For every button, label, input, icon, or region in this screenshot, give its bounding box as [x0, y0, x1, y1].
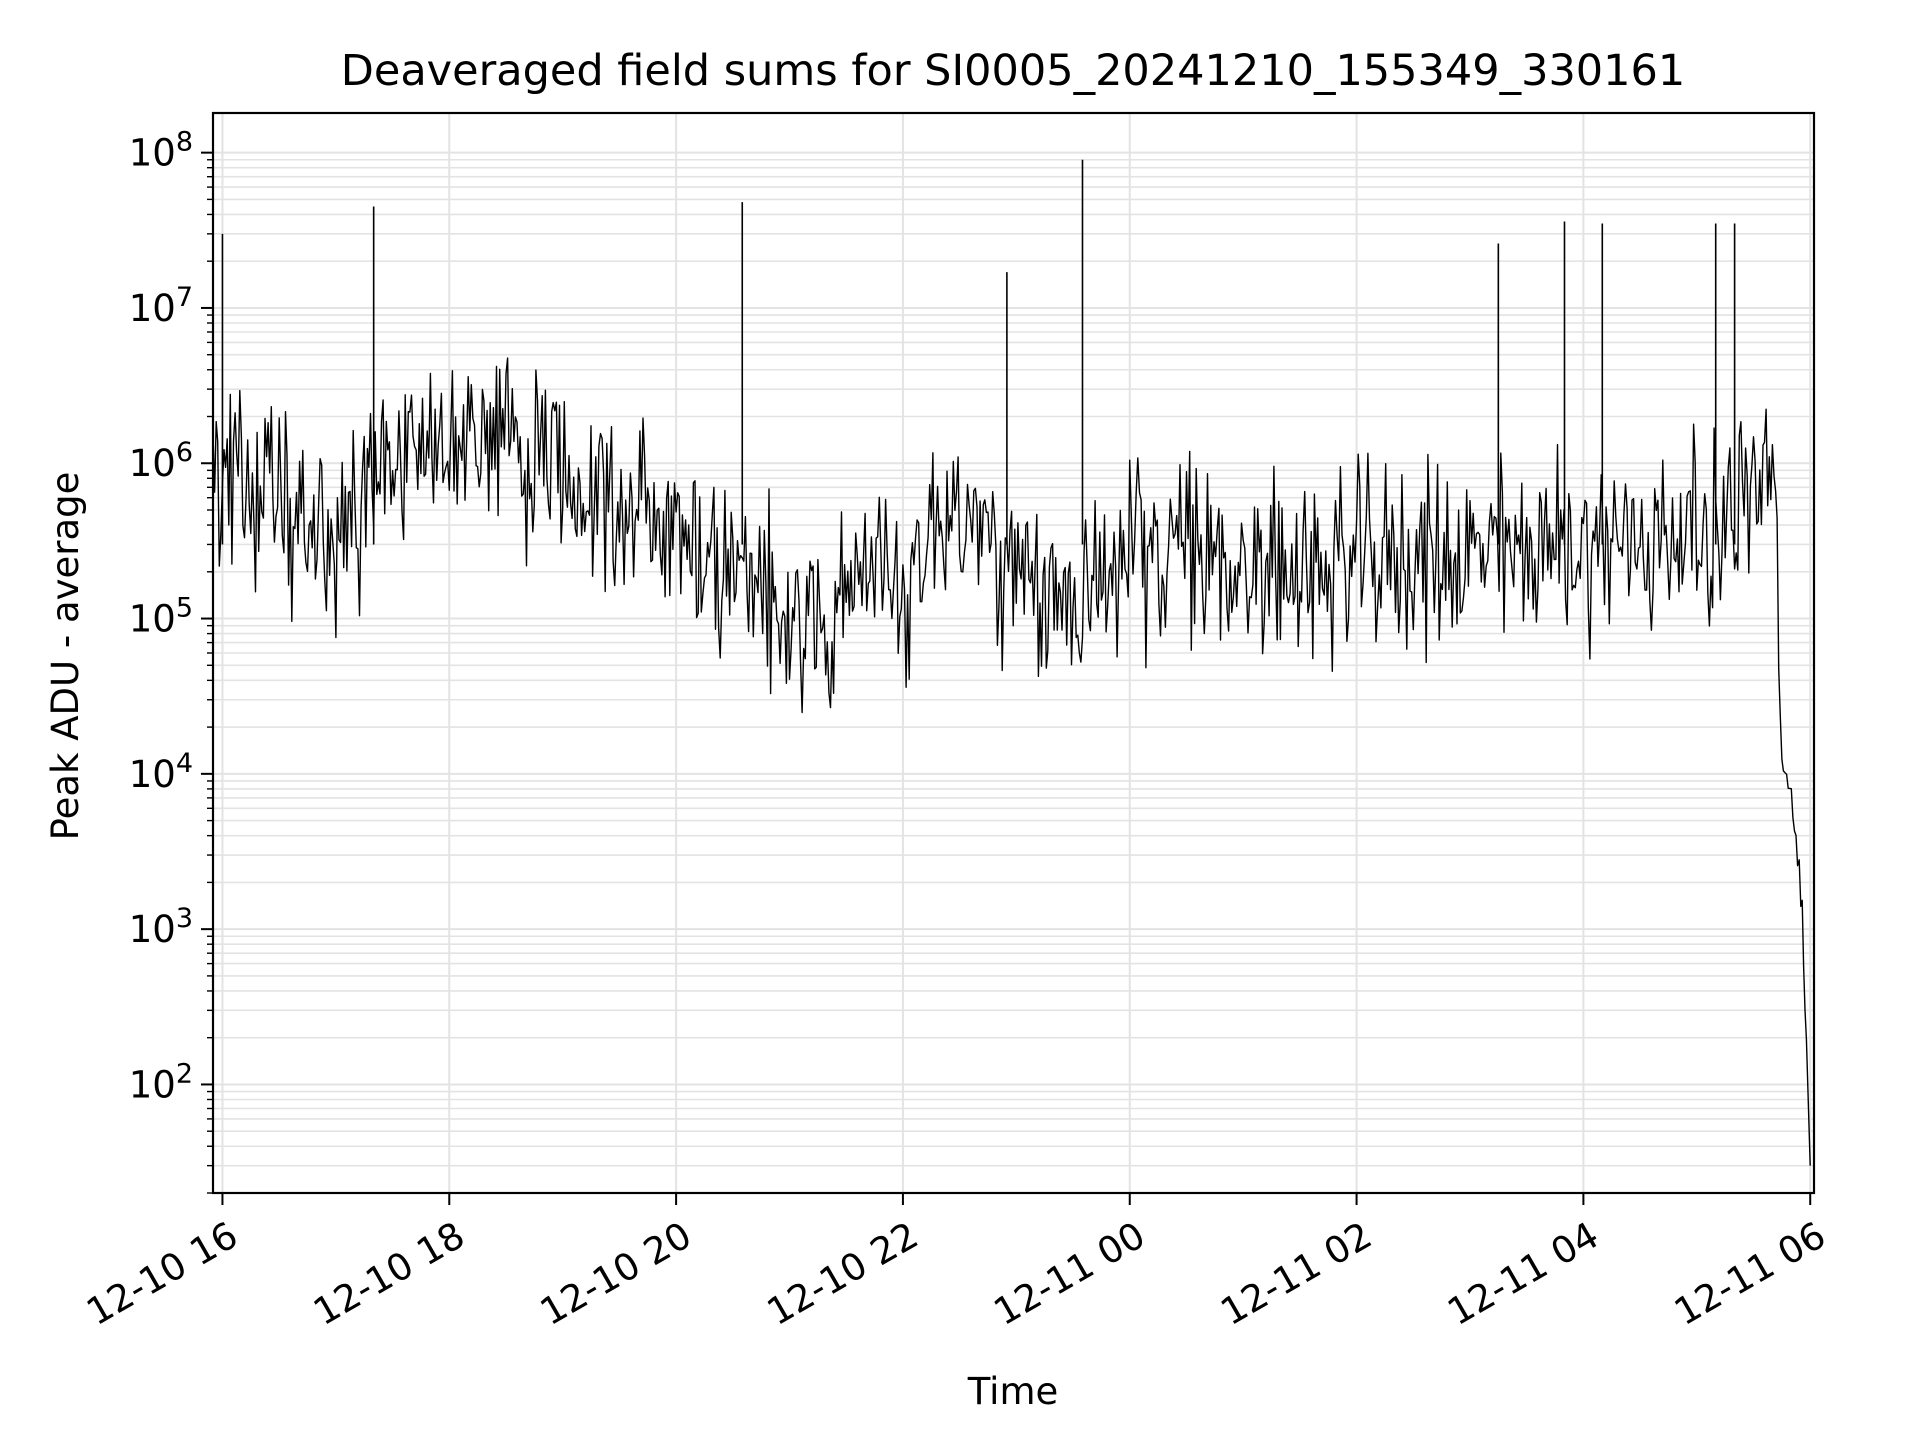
y-tick-label: 107 [129, 282, 193, 330]
y-axis-label: Peak ADU - average [44, 472, 87, 841]
y-axis-ticks: 102 103 104 105 106 107 108 [129, 127, 213, 1194]
y-tick-label: 108 [129, 127, 193, 175]
x-axis-label: Time [967, 1370, 1059, 1413]
series-layer [212, 159, 1811, 1166]
series-line [212, 357, 1811, 1166]
y-tick-label: 104 [129, 748, 193, 796]
y-tick-label: 103 [129, 903, 193, 951]
chart-title: Deaveraged field sums for SI0005_2024121… [341, 46, 1686, 96]
y-tick-label: 102 [129, 1058, 193, 1106]
y-tick-label: 106 [129, 437, 193, 485]
y-tick-label: 105 [129, 593, 193, 641]
